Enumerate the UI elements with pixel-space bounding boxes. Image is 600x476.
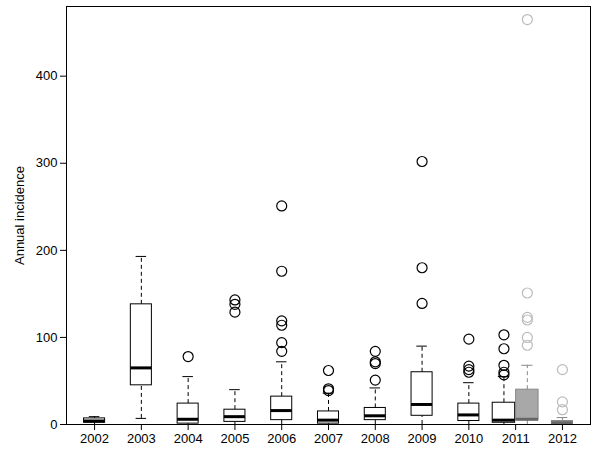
svg-text:200: 200 bbox=[36, 242, 58, 257]
svg-text:2002: 2002 bbox=[80, 431, 109, 446]
svg-text:2011: 2011 bbox=[502, 431, 530, 446]
svg-text:400: 400 bbox=[36, 68, 58, 83]
svg-text:2006: 2006 bbox=[267, 431, 296, 446]
svg-text:300: 300 bbox=[36, 155, 58, 170]
svg-text:2010: 2010 bbox=[454, 431, 483, 446]
svg-text:100: 100 bbox=[36, 330, 58, 345]
svg-text:2007: 2007 bbox=[314, 431, 343, 446]
svg-text:2004: 2004 bbox=[174, 431, 203, 446]
svg-text:2005: 2005 bbox=[220, 431, 249, 446]
svg-text:0: 0 bbox=[50, 417, 57, 432]
svg-text:2009: 2009 bbox=[408, 431, 437, 446]
svg-text:2003: 2003 bbox=[127, 431, 156, 446]
svg-text:Annual incidence: Annual incidence bbox=[12, 166, 27, 265]
svg-text:2008: 2008 bbox=[361, 431, 390, 446]
svg-text:2012: 2012 bbox=[548, 431, 577, 446]
